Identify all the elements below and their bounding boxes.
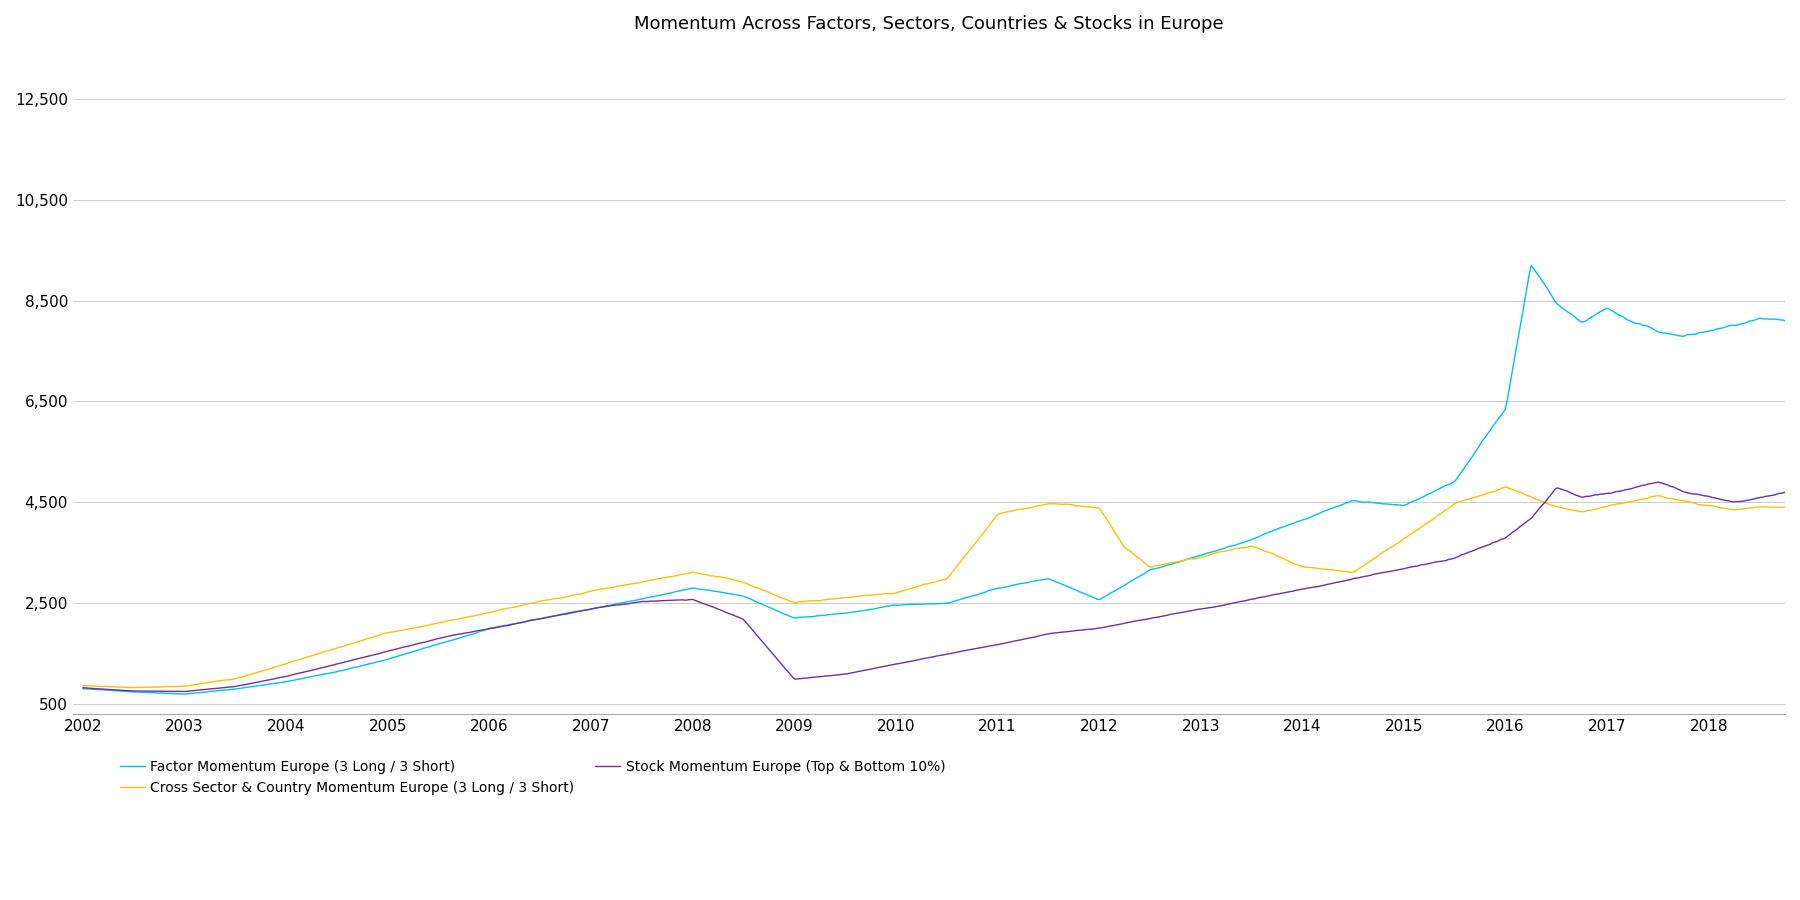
Stock Momentum Europe (Top & Bottom 10%) xyxy=(1647,477,1669,488)
Factor Momentum Europe (3 Long / 3 Short) xyxy=(1544,297,1566,308)
Stock Momentum Europe (Top & Bottom 10%) xyxy=(801,672,823,683)
Factor Momentum Europe (3 Long / 3 Short) xyxy=(1775,315,1796,326)
Stock Momentum Europe (Top & Bottom 10%) xyxy=(517,616,538,626)
Stock Momentum Europe (Top & Bottom 10%) xyxy=(1775,487,1796,498)
Title: Momentum Across Factors, Sectors, Countries & Stocks in Europe: Momentum Across Factors, Sectors, Countr… xyxy=(634,15,1224,33)
Factor Momentum Europe (3 Long / 3 Short) xyxy=(517,616,538,626)
Cross Sector & Country Momentum Europe (3 Long / 3 Short) xyxy=(1494,482,1516,492)
Stock Momentum Europe (Top & Bottom 10%) xyxy=(1355,571,1377,581)
Factor Momentum Europe (3 Long / 3 Short) xyxy=(259,679,281,689)
Line: Stock Momentum Europe (Top & Bottom 10%): Stock Momentum Europe (Top & Bottom 10%) xyxy=(83,482,1786,691)
Cross Sector & Country Momentum Europe (3 Long / 3 Short) xyxy=(801,596,823,607)
Stock Momentum Europe (Top & Bottom 10%) xyxy=(1285,585,1307,596)
Cross Sector & Country Momentum Europe (3 Long / 3 Short) xyxy=(1355,558,1377,569)
Line: Factor Momentum Europe (3 Long / 3 Short): Factor Momentum Europe (3 Long / 3 Short… xyxy=(83,266,1786,694)
Legend: Factor Momentum Europe (3 Long / 3 Short), Cross Sector & Country Momentum Europ: Factor Momentum Europe (3 Long / 3 Short… xyxy=(113,754,950,800)
Cross Sector & Country Momentum Europe (3 Long / 3 Short) xyxy=(1544,501,1566,512)
Factor Momentum Europe (3 Long / 3 Short) xyxy=(173,688,194,699)
Stock Momentum Europe (Top & Bottom 10%) xyxy=(259,674,281,685)
Cross Sector & Country Momentum Europe (3 Long / 3 Short) xyxy=(1775,502,1796,513)
Factor Momentum Europe (3 Long / 3 Short) xyxy=(801,611,823,622)
Factor Momentum Europe (3 Long / 3 Short) xyxy=(72,683,94,694)
Cross Sector & Country Momentum Europe (3 Long / 3 Short) xyxy=(259,663,281,674)
Factor Momentum Europe (3 Long / 3 Short) xyxy=(1355,497,1377,508)
Line: Cross Sector & Country Momentum Europe (3 Long / 3 Short): Cross Sector & Country Momentum Europe (… xyxy=(83,487,1786,688)
Stock Momentum Europe (Top & Bottom 10%) xyxy=(1543,485,1564,496)
Cross Sector & Country Momentum Europe (3 Long / 3 Short) xyxy=(517,598,538,609)
Stock Momentum Europe (Top & Bottom 10%) xyxy=(72,682,94,693)
Factor Momentum Europe (3 Long / 3 Short) xyxy=(1285,517,1307,527)
Factor Momentum Europe (3 Long / 3 Short) xyxy=(1521,260,1543,271)
Stock Momentum Europe (Top & Bottom 10%) xyxy=(171,686,193,697)
Cross Sector & Country Momentum Europe (3 Long / 3 Short) xyxy=(1285,559,1307,570)
Cross Sector & Country Momentum Europe (3 Long / 3 Short) xyxy=(124,682,146,693)
Cross Sector & Country Momentum Europe (3 Long / 3 Short) xyxy=(72,680,94,691)
